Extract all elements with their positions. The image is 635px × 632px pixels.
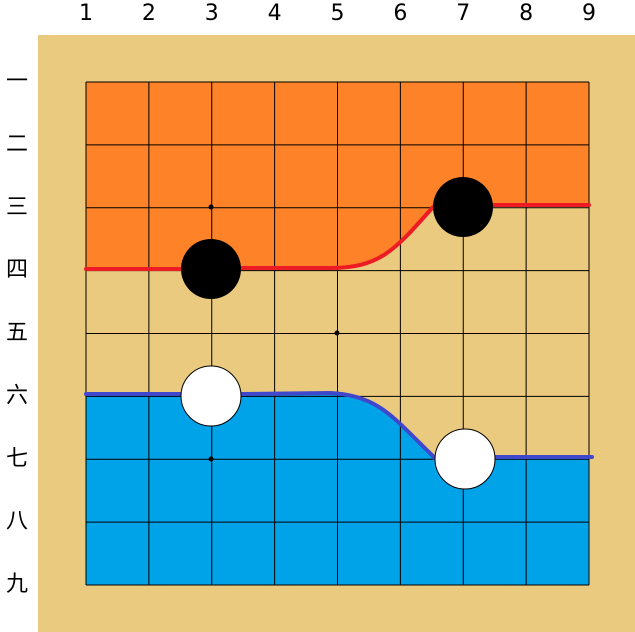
black-stone xyxy=(433,177,493,237)
row-label: 五 xyxy=(6,321,28,346)
star-point xyxy=(208,456,214,462)
row-label: 二 xyxy=(6,132,28,157)
column-label: 3 xyxy=(205,1,219,26)
white-boundary xyxy=(84,390,594,461)
white-stone xyxy=(434,428,496,490)
row-label: 一 xyxy=(6,69,28,94)
column-label: 8 xyxy=(519,1,533,26)
row-label: 八 xyxy=(6,509,28,534)
black-stone xyxy=(181,239,241,299)
column-label: 6 xyxy=(393,1,407,26)
black-boundary xyxy=(84,203,591,271)
white-stone xyxy=(180,365,242,427)
column-label: 9 xyxy=(582,1,596,26)
column-label: 1 xyxy=(79,1,93,26)
star-point xyxy=(334,330,340,336)
column-label: 7 xyxy=(456,1,470,26)
row-label: 六 xyxy=(6,383,28,408)
column-label: 2 xyxy=(142,1,156,26)
column-label: 4 xyxy=(268,1,282,26)
row-label: 三 xyxy=(6,195,28,220)
row-label: 四 xyxy=(6,258,28,283)
star-point xyxy=(208,204,214,210)
column-label: 5 xyxy=(331,1,345,26)
row-label: 九 xyxy=(6,572,28,597)
row-label: 七 xyxy=(6,446,28,471)
